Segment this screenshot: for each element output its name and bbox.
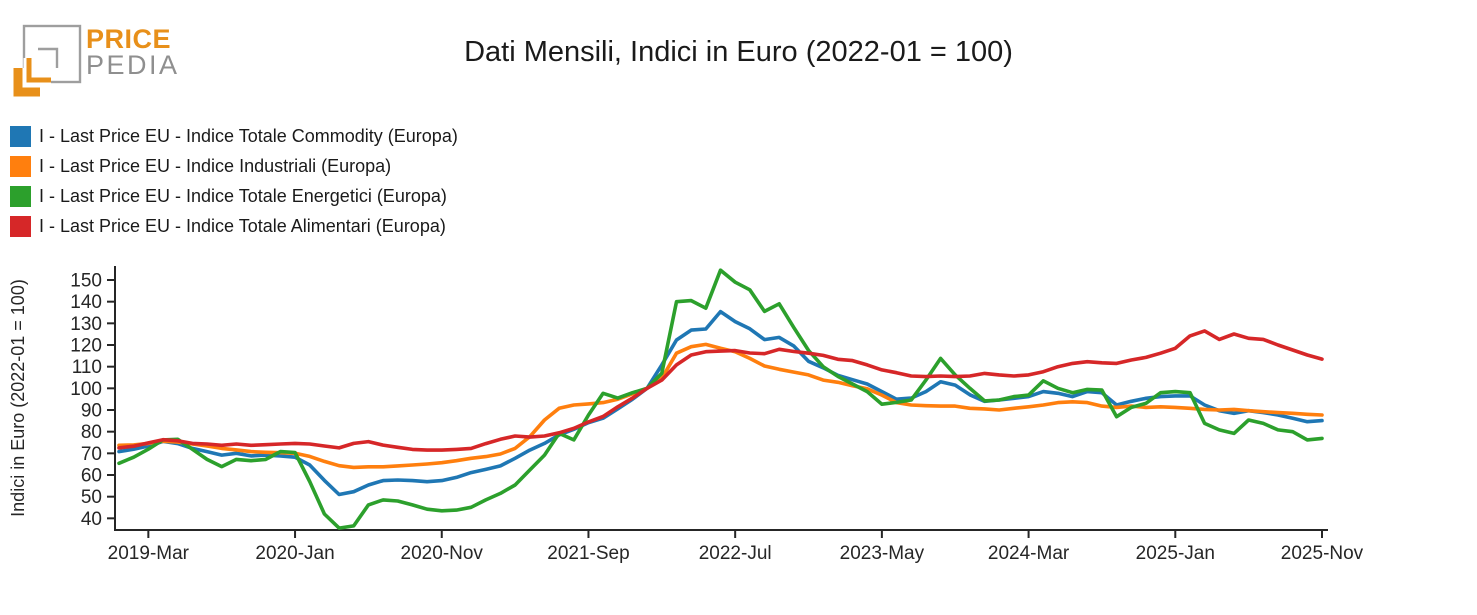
legend-swatch-energetici: [10, 185, 31, 207]
x-tick-label: 2020-Jan: [255, 543, 334, 564]
y-tick-label: 130: [70, 314, 102, 335]
series-line-energetici: [117, 268, 1324, 530]
logo-brand-pedia: PEDIA: [86, 50, 180, 80]
legend-swatch-alimentari: [10, 215, 31, 237]
logo-brand-price: PRICE: [86, 24, 172, 54]
x-tick-label: 2025-Jan: [1136, 543, 1215, 564]
x-tick-label: 2023-May: [840, 543, 925, 564]
legend-item-alimentari: I - Last Price EU - Indice Totale Alimen…: [10, 211, 458, 241]
y-tick-label: 120: [70, 336, 102, 357]
y-tick-label: 70: [81, 444, 102, 465]
y-tick-label: 40: [81, 509, 102, 530]
legend-item-energetici: I - Last Price EU - Indice Totale Energe…: [10, 181, 458, 211]
y-axis-title: Indici in Euro (2022-01 = 100): [8, 279, 28, 517]
y-tick-label: 60: [81, 466, 102, 487]
pricepedia-logo-icon: [11, 24, 82, 99]
legend-item-industriali: I - Last Price EU - Indice Industriali (…: [10, 151, 458, 181]
y-tick-label: 50: [81, 487, 102, 508]
series-line-commodity: [117, 309, 1324, 497]
chart-title: Dati Mensili, Indici in Euro (2022-01 = …: [464, 36, 1013, 68]
legend-label-commodity: I - Last Price EU - Indice Totale Commod…: [39, 125, 458, 146]
y-tick-label: 110: [72, 357, 102, 378]
x-tick-label: 2025-Nov: [1281, 543, 1364, 564]
y-tick-label: 150: [70, 271, 102, 292]
legend-label-alimentari: I - Last Price EU - Indice Totale Alimen…: [39, 215, 446, 236]
x-tick-label: 2021-Sep: [547, 543, 629, 564]
y-tick-label: 100: [70, 379, 102, 400]
y-tick-label: 90: [81, 401, 102, 422]
y-tick-label: 80: [81, 422, 102, 443]
y-tick-label: 140: [70, 292, 102, 313]
x-tick-label: 2024-Mar: [988, 543, 1070, 564]
legend-swatch-commodity: [10, 125, 31, 147]
pricepedia-logo-text: PRICE PEDIA: [86, 24, 180, 80]
x-tick-label: 2020-Nov: [401, 543, 484, 564]
chart-legend: I - Last Price EU - Indice Totale Commod…: [10, 121, 458, 241]
x-tick-label: 2019-Mar: [108, 543, 190, 564]
series-line-industriali: [117, 342, 1324, 470]
legend-swatch-industriali: [10, 155, 31, 177]
legend-label-energetici: I - Last Price EU - Indice Totale Energe…: [39, 185, 447, 206]
legend-label-industriali: I - Last Price EU - Indice Industriali (…: [39, 155, 392, 176]
legend-item-commodity: I - Last Price EU - Indice Totale Commod…: [10, 121, 458, 151]
x-tick-label: 2022-Jul: [699, 543, 772, 564]
series-line-alimentari: [117, 329, 1324, 452]
pricepedia-logo: PRICE PEDIA: [8, 10, 288, 105]
